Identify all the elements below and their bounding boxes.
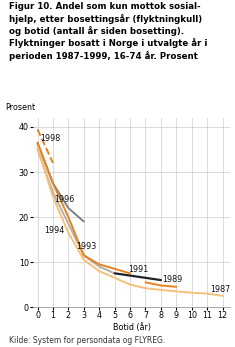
Text: Prosent: Prosent <box>5 103 35 112</box>
Text: Kilde: System for persondata og FLYREG.: Kilde: System for persondata og FLYREG. <box>9 336 166 345</box>
X-axis label: Botid (år): Botid (år) <box>113 323 151 332</box>
Text: 1994: 1994 <box>44 226 64 235</box>
Text: 1998: 1998 <box>40 134 60 143</box>
Text: 1989: 1989 <box>162 275 182 284</box>
Text: 1993: 1993 <box>76 242 96 251</box>
Text: 1987: 1987 <box>210 286 231 295</box>
Text: Figur 10. Andel som kun mottok sosial-
hjelp, etter bosettingsår (flyktningkull): Figur 10. Andel som kun mottok sosial- h… <box>9 2 208 61</box>
Text: 1991: 1991 <box>129 265 149 274</box>
Text: 1996: 1996 <box>55 195 75 204</box>
